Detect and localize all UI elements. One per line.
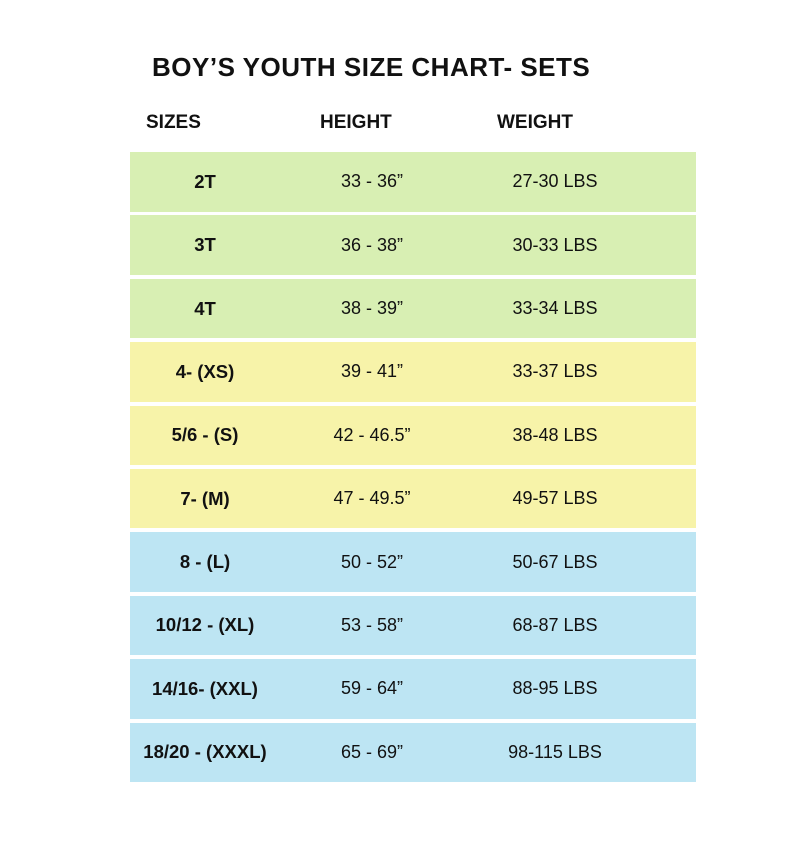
- weight-cell: 27-30 LBS: [512, 171, 598, 192]
- height-cell: 42 - 46.5”: [333, 424, 411, 445]
- table-row: 7- (M) 47 - 49.5” 49-57 LBS: [130, 468, 696, 529]
- table-row: 4T 38 - 39” 33-34 LBS: [130, 278, 696, 339]
- height-cell: 33 - 36”: [340, 171, 404, 192]
- height-cell: 59 - 64”: [340, 678, 404, 699]
- page-title: BOY’S YOUTH SIZE CHART- SETS: [152, 52, 591, 82]
- column-header-weight: WEIGHT: [497, 112, 573, 133]
- weight-cell: 88-95 LBS: [512, 678, 598, 699]
- weight-cell: 68-87 LBS: [512, 614, 598, 635]
- size-cell: 14/16- (XXL): [152, 677, 258, 699]
- table-row: 14/16- (XXL) 59 - 64” 88-95 LBS: [130, 659, 696, 719]
- size-cell: 4T: [194, 297, 216, 319]
- table-row: 2T 33 - 36” 27-30 LBS: [130, 152, 696, 212]
- height-cell: 47 - 49.5”: [333, 488, 411, 509]
- table-row: 8 - (L) 50 - 52” 50-67 LBS: [130, 532, 696, 592]
- weight-cell: 50-67 LBS: [512, 551, 598, 572]
- size-cell: 18/20 - (XXXL): [143, 741, 267, 763]
- height-cell: 53 - 58”: [340, 614, 404, 635]
- size-cell: 8 - (L): [179, 551, 231, 573]
- table-row: 18/20 - (XXXL) 65 - 69” 98-115 LBS: [130, 722, 696, 783]
- table-row: 5/6 - (S) 42 - 46.5” 38-48 LBS: [130, 405, 696, 466]
- column-header-sizes: SIZES: [146, 112, 201, 133]
- weight-cell: 98-115 LBS: [508, 741, 602, 762]
- height-cell: 50 - 52”: [340, 551, 404, 572]
- size-cell: 10/12 - (XL): [155, 614, 255, 636]
- size-cell: 4- (XS): [175, 360, 235, 382]
- table-row: 10/12 - (XL) 53 - 58” 68-87 LBS: [130, 595, 696, 656]
- weight-cell: 33-34 LBS: [512, 298, 598, 319]
- height-cell: 38 - 39”: [340, 298, 404, 319]
- size-cell: 2T: [194, 170, 216, 192]
- size-cell: 3T: [194, 234, 216, 256]
- weight-cell: 49-57 LBS: [512, 488, 598, 509]
- table-row: 4- (XS) 39 - 41” 33-37 LBS: [130, 342, 696, 402]
- height-cell: 36 - 38”: [340, 234, 404, 255]
- height-cell: 39 - 41”: [340, 361, 404, 382]
- weight-cell: 38-48 LBS: [512, 424, 598, 445]
- weight-cell: 30-33 LBS: [512, 234, 598, 255]
- size-cell: 7- (M): [180, 487, 230, 509]
- height-cell: 65 - 69”: [340, 741, 404, 762]
- table-row: 3T 36 - 38” 30-33 LBS: [130, 215, 696, 275]
- column-header-height: HEIGHT: [320, 112, 392, 133]
- weight-cell: 33-37 LBS: [512, 361, 598, 382]
- size-table: 2T 33 - 36” 27-30 LBS 3T 36 - 38” 30-33 LBS 4T…: [130, 152, 696, 786]
- size-cell: 5/6 - (S): [171, 424, 239, 446]
